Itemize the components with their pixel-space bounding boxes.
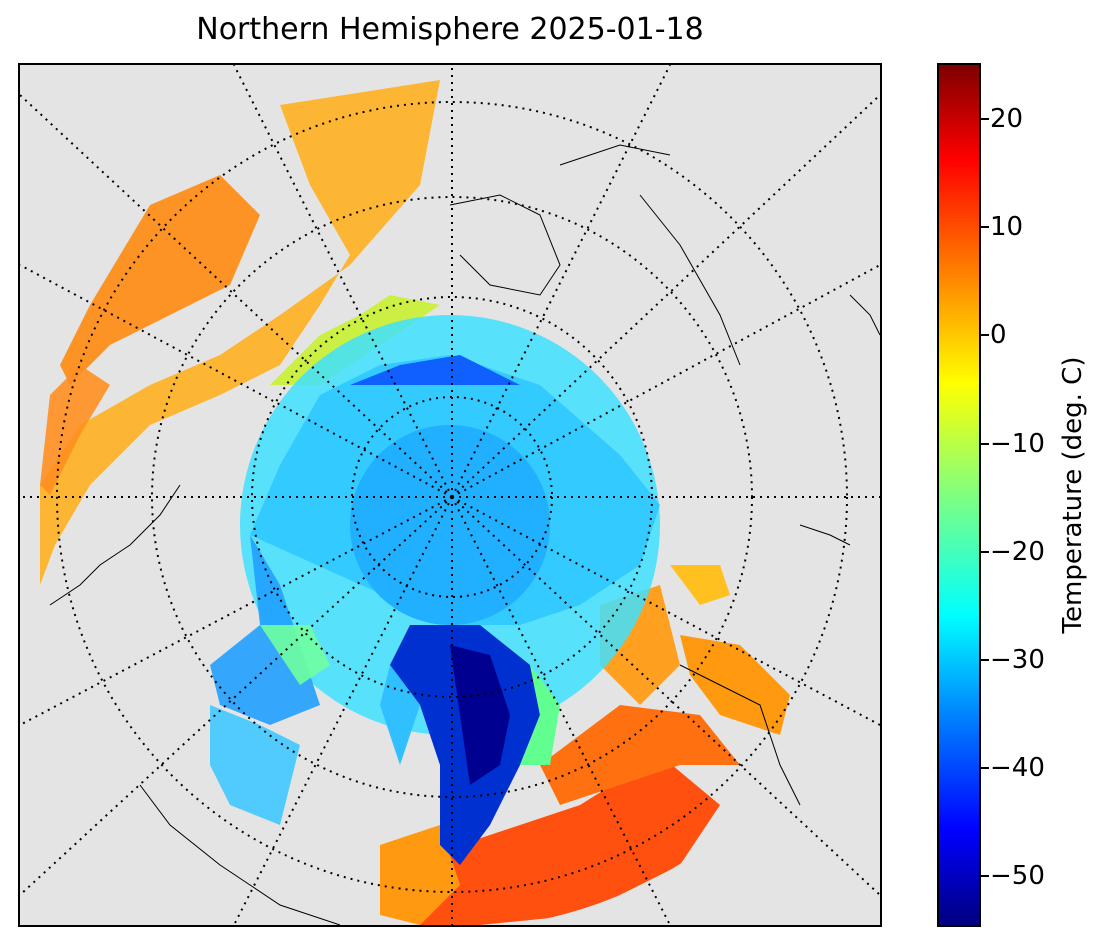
polar-map xyxy=(18,63,882,927)
temperature-field xyxy=(20,65,880,925)
colorbar-tick xyxy=(981,767,989,769)
colorbar-tick-label: 0 xyxy=(990,320,1007,350)
colorbar-tick-label: 20 xyxy=(990,104,1024,134)
temperature-patches xyxy=(40,80,790,925)
colorbar-tick xyxy=(981,875,989,877)
colorbar-tick xyxy=(981,551,989,553)
colorbar xyxy=(937,63,981,927)
coastlines xyxy=(49,144,880,925)
colorbar-tick-label: 10 xyxy=(990,212,1024,242)
colorbar-tick-label: −20 xyxy=(990,537,1045,567)
graticule-meridians xyxy=(20,65,880,925)
colorbar-tick xyxy=(981,226,989,228)
colorbar-tick xyxy=(981,118,989,120)
colorbar-tick-label: −30 xyxy=(990,645,1045,675)
colorbar-tick xyxy=(981,443,989,445)
colorbar-tick xyxy=(981,659,989,661)
colorbar-label: Temperature (deg. C) xyxy=(1058,356,1088,634)
colorbar-tick xyxy=(981,334,989,336)
colorbar-tick-label: −40 xyxy=(990,753,1045,783)
colorbar-tick-label: −50 xyxy=(990,861,1045,891)
map-title: Northern Hemisphere 2025-01-18 xyxy=(196,12,704,47)
colorbar-tick-label: −10 xyxy=(990,429,1045,459)
